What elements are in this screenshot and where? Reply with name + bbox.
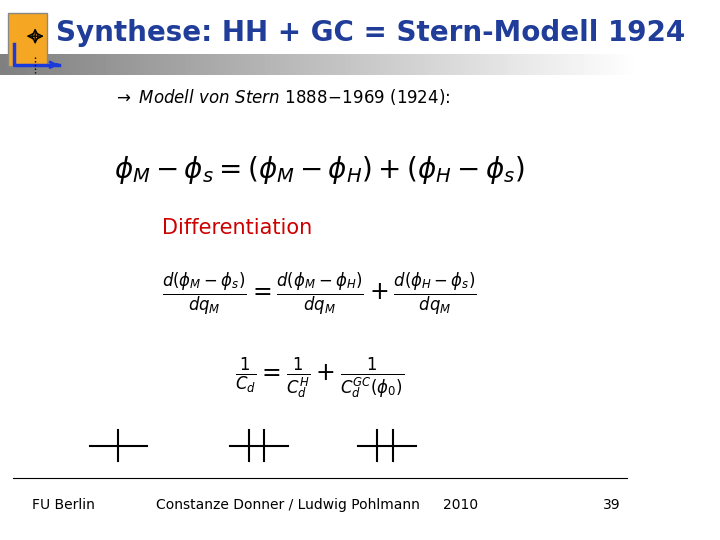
Text: $\frac{d(\phi_M - \phi_s)}{dq_M} = \frac{d(\phi_M - \phi_H)}{dq_M} + \frac{d(\ph: $\frac{d(\phi_M - \phi_s)}{dq_M} = \frac… bbox=[163, 271, 477, 318]
Text: Constanze Donner / Ludwig Pohlmann: Constanze Donner / Ludwig Pohlmann bbox=[156, 498, 420, 512]
FancyBboxPatch shape bbox=[8, 13, 48, 66]
Text: $\frac{1}{C_d} = \frac{1}{C_d^H} + \frac{1}{C_d^{GC}(\phi_0)}$: $\frac{1}{C_d} = \frac{1}{C_d^H} + \frac… bbox=[235, 355, 405, 401]
Text: FU Berlin: FU Berlin bbox=[32, 498, 95, 512]
Text: $\rightarrow$ $\mathit{Modell\ von\ Stern\ 1888\!-\!1969}$ (1924):: $\rightarrow$ $\mathit{Modell\ von\ Ster… bbox=[113, 87, 450, 107]
Text: $\phi_M - \phi_s = (\phi_M - \phi_H) + (\phi_H - \phi_s)$: $\phi_M - \phi_s = (\phi_M - \phi_H) + (… bbox=[114, 154, 526, 186]
Text: 39: 39 bbox=[603, 498, 621, 512]
Text: Synthese: HH + GC = Stern-Modell 1924: Synthese: HH + GC = Stern-Modell 1924 bbox=[56, 19, 685, 48]
Text: 2010: 2010 bbox=[443, 498, 478, 512]
Text: Differentiation: Differentiation bbox=[161, 218, 312, 238]
